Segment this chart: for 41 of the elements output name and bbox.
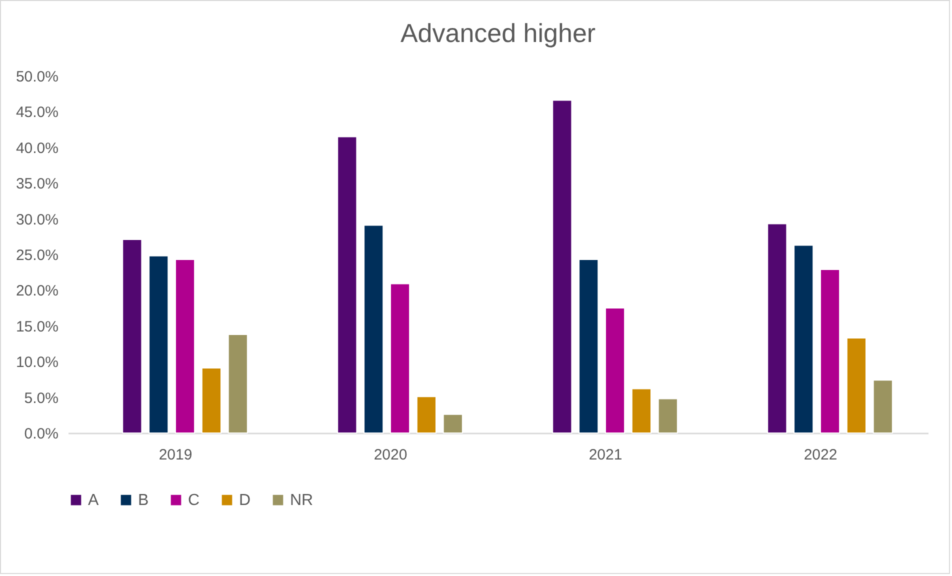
y-tick-label: 5.0% bbox=[24, 390, 58, 407]
legend-label: D bbox=[239, 492, 251, 510]
bar bbox=[578, 259, 599, 434]
bar bbox=[148, 255, 169, 434]
bar bbox=[390, 283, 410, 434]
bar bbox=[442, 414, 463, 434]
y-tick-label: 0.0% bbox=[24, 426, 58, 442]
bar bbox=[552, 100, 572, 434]
y-tick-label: 20.0% bbox=[16, 282, 58, 300]
x-tick-label: 2022 bbox=[804, 446, 838, 464]
legend-label: A bbox=[88, 492, 99, 510]
legend-label: NR bbox=[290, 492, 314, 510]
bar bbox=[364, 224, 384, 434]
bar bbox=[122, 239, 142, 434]
bar bbox=[228, 334, 248, 434]
bar bbox=[658, 398, 678, 434]
y-tick-label: 35.0% bbox=[16, 176, 58, 193]
bar bbox=[872, 380, 893, 434]
bar bbox=[820, 268, 840, 434]
y-tick-label: 45.0% bbox=[16, 104, 58, 122]
y-tick-label: 25.0% bbox=[16, 247, 58, 264]
x-tick-label: 2021 bbox=[588, 446, 622, 464]
y-tick-label: 40.0% bbox=[16, 140, 58, 157]
x-tick-label: 2020 bbox=[374, 446, 408, 464]
y-tick-label: 15.0% bbox=[16, 318, 58, 336]
chart-title: Advanced higher bbox=[400, 18, 596, 48]
bar bbox=[604, 308, 626, 434]
bar bbox=[201, 368, 222, 434]
bar bbox=[846, 338, 866, 434]
bar bbox=[767, 223, 788, 434]
bar bbox=[794, 244, 814, 434]
legend-label: B bbox=[138, 492, 149, 510]
legend-label: C bbox=[188, 492, 200, 510]
bar bbox=[631, 388, 652, 434]
bar bbox=[416, 396, 436, 434]
y-tick-label: 50.0% bbox=[16, 68, 58, 86]
x-tick-label: 2019 bbox=[158, 446, 192, 464]
bar bbox=[174, 259, 196, 434]
y-tick-label: 30.0% bbox=[16, 211, 58, 228]
bar bbox=[337, 136, 358, 434]
y-tick-label: 10.0% bbox=[16, 354, 58, 372]
